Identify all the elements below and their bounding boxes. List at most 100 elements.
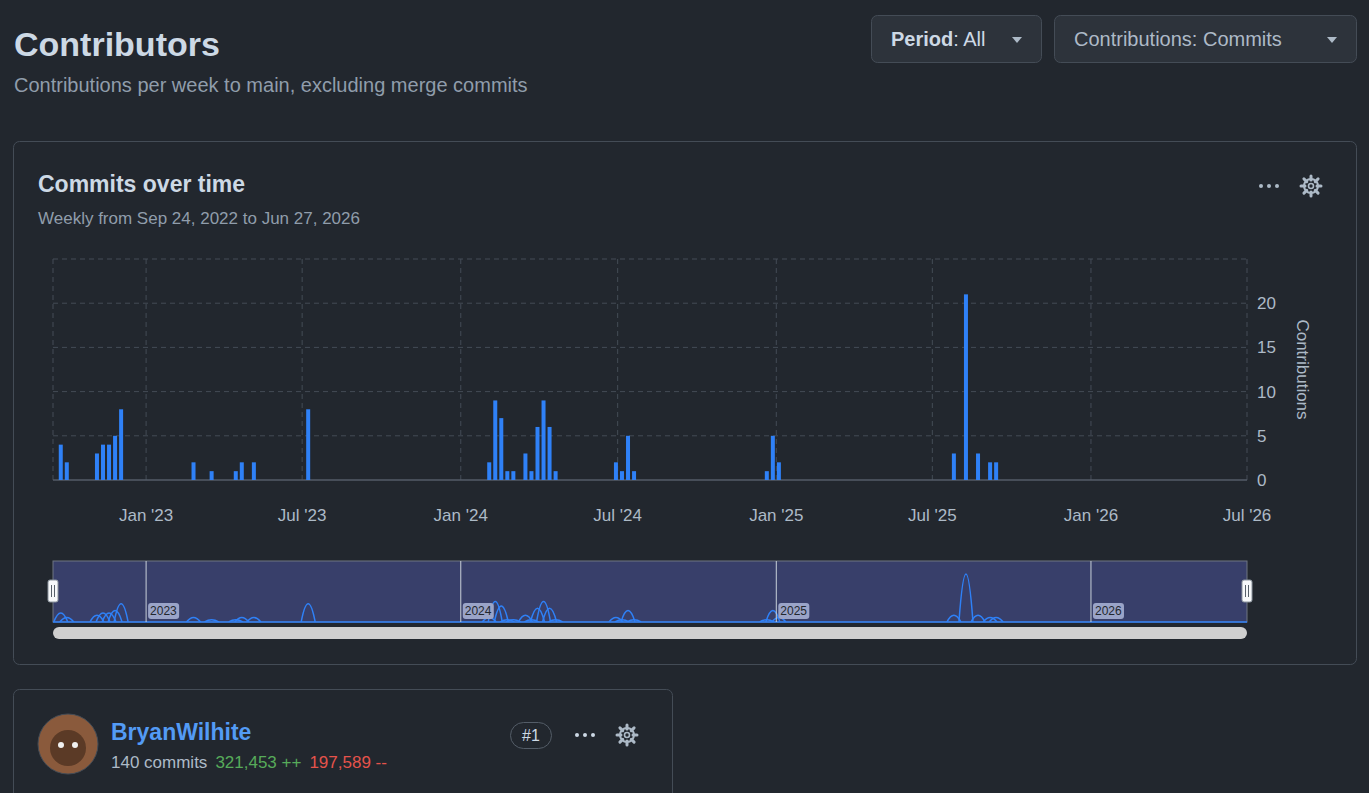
- navigator-label: 2023: [150, 604, 177, 618]
- gear-hub: [1309, 184, 1314, 189]
- bar: [101, 445, 105, 480]
- navigator-scrollbar[interactable]: [53, 627, 1247, 639]
- navigator-spike: [114, 604, 128, 622]
- contributions-button[interactable]: [1055, 16, 1357, 63]
- more-icon: [583, 733, 587, 737]
- bar: [113, 436, 117, 480]
- bar: [771, 436, 775, 480]
- grid-line-y: [53, 347, 1247, 348]
- navigator-spike: [301, 604, 315, 622]
- bar: [632, 471, 636, 480]
- settings-icon[interactable]: [617, 725, 637, 745]
- gear-hub: [625, 733, 630, 738]
- bar: [548, 427, 552, 480]
- bar: [487, 462, 491, 480]
- navigator-spike: [959, 574, 973, 622]
- x-tick-label: Jan '25: [749, 506, 803, 525]
- bar: [95, 453, 99, 480]
- navigator-base: [53, 621, 1247, 623]
- grid-line-x: [776, 259, 777, 480]
- more-icon: [591, 733, 595, 737]
- y-tick-label: 10: [1257, 383, 1276, 402]
- grid-line-y: [53, 303, 1247, 304]
- chart-title: Commits over time: [38, 171, 245, 197]
- grid-line-y: [53, 435, 1247, 436]
- chart-subtitle: Weekly from Sep 24, 2022 to Jun 27, 2026: [38, 209, 360, 228]
- page-title: Contributors: [14, 25, 220, 63]
- navigator-divider: [776, 561, 777, 622]
- x-tick-label: Jan '26: [1064, 506, 1118, 525]
- page: Contributors Contributions per week to ma…: [0, 0, 1369, 793]
- bar: [952, 453, 956, 480]
- bar: [976, 453, 980, 480]
- rank-badge: [511, 723, 552, 749]
- avatar-face: [50, 730, 86, 766]
- bar: [119, 409, 123, 480]
- period-value: : All: [953, 28, 985, 50]
- bar: [192, 462, 196, 480]
- more-icon: [1267, 184, 1271, 188]
- plot-frame-left: [53, 259, 54, 480]
- bar: [777, 462, 781, 480]
- navigator-handle[interactable]: [48, 580, 58, 602]
- bar: [554, 471, 558, 480]
- x-tick-label: Jan '23: [119, 506, 173, 525]
- navigator-label-bg: [148, 603, 179, 619]
- handle-grip: [51, 585, 52, 597]
- navigator-label: 2024: [465, 604, 492, 618]
- handle-grip: [1248, 585, 1249, 597]
- settings-icon[interactable]: [1301, 176, 1321, 196]
- commit-count: 140 commits: [111, 753, 207, 772]
- y-tick-label: 5: [1257, 427, 1266, 446]
- period-label: Period: [891, 28, 953, 50]
- gear-ring: [1304, 179, 1318, 193]
- avatar-eye: [58, 742, 64, 748]
- chart-panel: [14, 142, 1357, 665]
- bar: [765, 471, 769, 480]
- bar: [240, 462, 244, 480]
- bar: [252, 462, 256, 480]
- x-tick-label: Jul '23: [278, 506, 327, 525]
- bar: [994, 462, 998, 480]
- navigator-label: 2026: [1095, 604, 1122, 618]
- period-button[interactable]: [872, 16, 1042, 63]
- grid-line-x: [617, 259, 618, 480]
- grid-line-x: [932, 259, 933, 480]
- bar: [529, 471, 533, 480]
- bar: [59, 445, 63, 480]
- grid-line-x: [302, 259, 303, 480]
- gear-ring: [620, 728, 634, 742]
- bar: [107, 445, 111, 480]
- more-icon: [1275, 184, 1279, 188]
- navigator-label-bg: [778, 603, 809, 619]
- x-tick-label: Jul '25: [908, 506, 957, 525]
- y-tick-label: 20: [1257, 294, 1276, 313]
- background: [0, 0, 1369, 793]
- avatar-eye: [72, 742, 78, 748]
- navigator-label-bg: [1093, 603, 1124, 619]
- y-axis-title: Contributions: [1293, 319, 1312, 419]
- more-icon: [575, 733, 579, 737]
- navigator-spike: [971, 615, 985, 622]
- contributions-label: Contributions: Commits: [1074, 28, 1282, 50]
- navigator-handle[interactable]: [1242, 580, 1252, 602]
- bar: [535, 427, 539, 480]
- bar: [499, 418, 503, 480]
- deletions: 197,589 --: [309, 753, 387, 772]
- navigator-divider: [146, 561, 147, 622]
- grid-line-y: [53, 391, 1247, 392]
- page-subtitle: Contributions per week to main, excludin…: [14, 74, 528, 96]
- bar: [542, 400, 546, 480]
- handle-grip: [1245, 585, 1246, 597]
- bar: [511, 471, 515, 480]
- contributor-name[interactable]: BryanWilhite: [111, 719, 251, 745]
- additions: 321,453 ++: [215, 753, 301, 772]
- x-tick-label: Jul '26: [1223, 506, 1272, 525]
- grid-line-x: [146, 259, 147, 480]
- grid-line-x: [1090, 259, 1091, 480]
- x-axis-line: [53, 479, 1247, 481]
- grid-line-x: [460, 259, 461, 480]
- bar: [210, 471, 214, 480]
- bar: [988, 462, 992, 480]
- x-tick-label: Jul '24: [593, 506, 642, 525]
